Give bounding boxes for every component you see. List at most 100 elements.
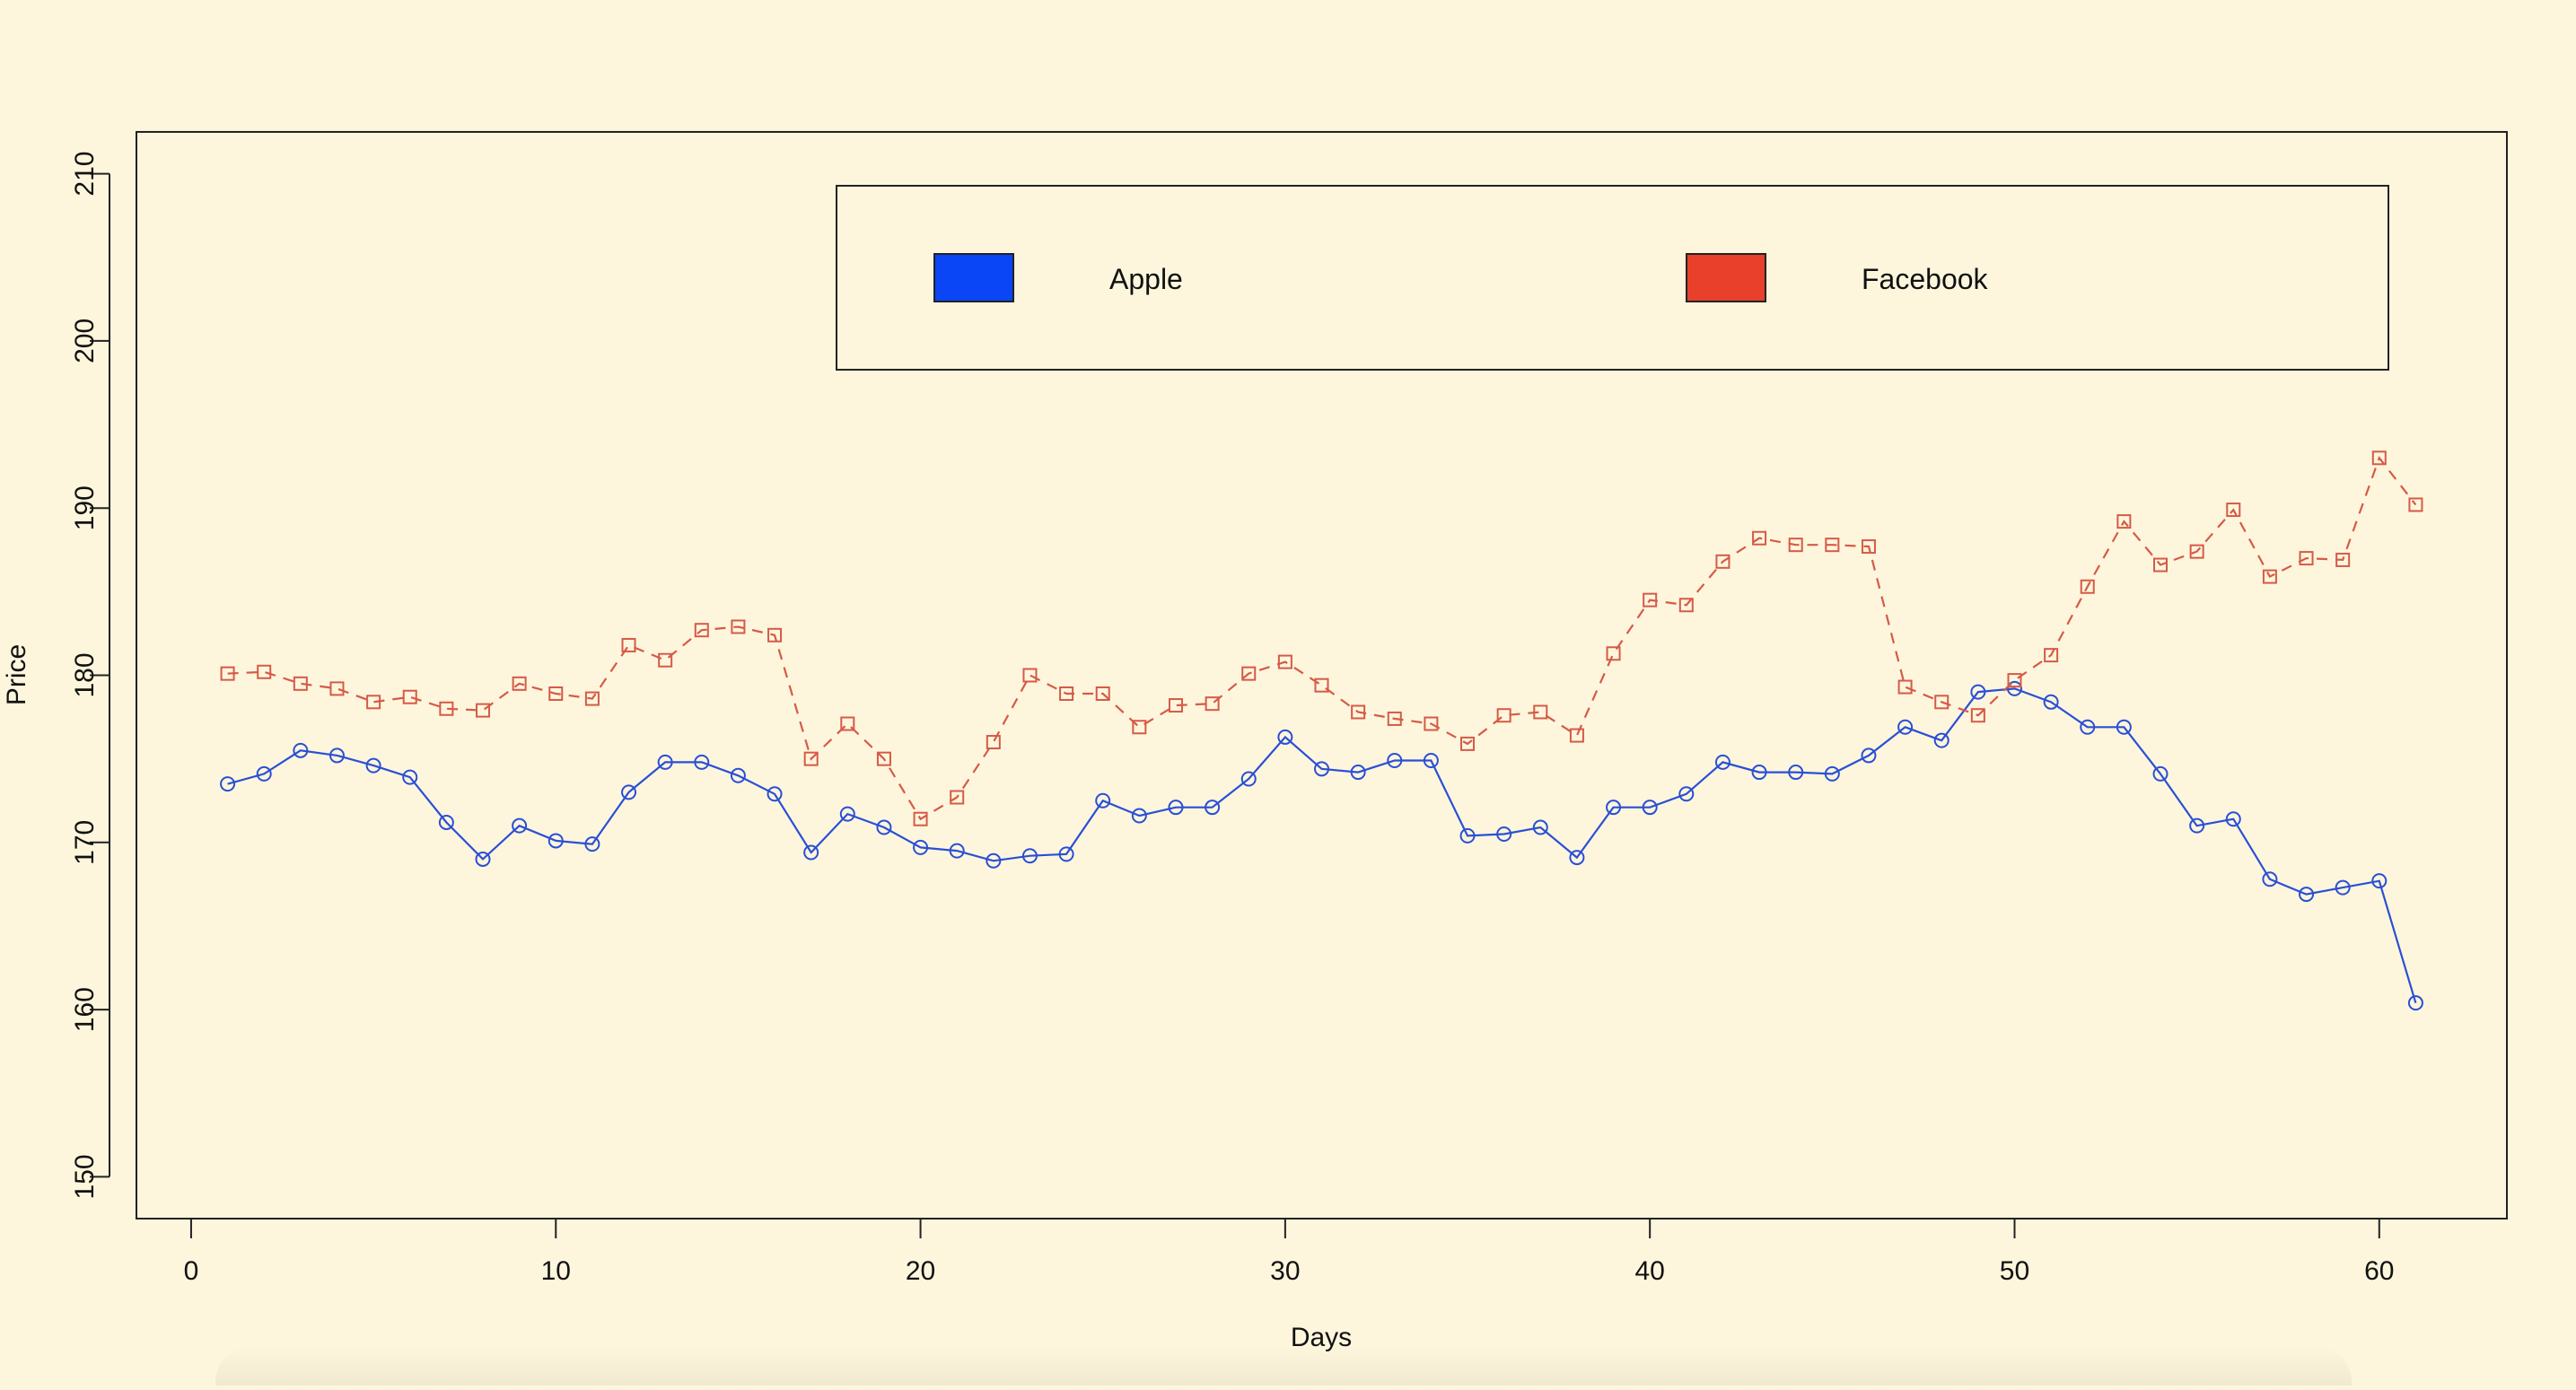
data-point <box>1678 598 1694 613</box>
data-point <box>366 695 381 710</box>
data-point <box>1496 708 1511 723</box>
data-point <box>1387 711 1402 726</box>
data-point <box>1861 539 1876 555</box>
data-point <box>1533 704 1548 720</box>
data-point <box>1788 538 1803 553</box>
data-point <box>2335 552 2351 567</box>
data-point <box>658 652 673 668</box>
data-point <box>1532 819 1548 835</box>
data-point <box>2006 680 2022 696</box>
y-tick-label: 200 <box>70 319 100 363</box>
x-axis-title: Days <box>1291 1323 1352 1352</box>
data-point <box>1934 695 1950 710</box>
data-point <box>329 681 345 696</box>
data-point <box>293 676 308 691</box>
data-point <box>1350 765 1366 781</box>
x-tick-label: 20 <box>906 1256 935 1286</box>
data-point <box>1351 704 1366 720</box>
data-point <box>402 769 418 785</box>
data-point <box>402 689 417 704</box>
data-point <box>2262 871 2278 887</box>
data-point <box>1168 698 1183 713</box>
data-point <box>1714 754 1730 770</box>
data-point <box>293 742 309 758</box>
data-point <box>986 735 1001 750</box>
data-point <box>1897 679 1913 695</box>
data-point <box>1970 684 1986 700</box>
data-point <box>2189 817 2205 834</box>
data-point <box>731 619 746 634</box>
data-point <box>1970 708 1985 723</box>
data-point <box>913 811 928 826</box>
data-point <box>1678 786 1695 802</box>
data-point <box>1459 827 1476 844</box>
data-point <box>730 767 746 783</box>
data-point <box>2299 551 2314 566</box>
data-point <box>1824 765 1840 782</box>
data-point <box>1825 538 1840 553</box>
y-axis-title: Price <box>2 644 31 705</box>
data-point <box>803 844 819 861</box>
data-point <box>512 817 528 834</box>
data-point <box>1205 696 1220 712</box>
data-point <box>2226 503 2241 518</box>
data-point <box>548 833 564 849</box>
data-point <box>1606 800 1622 816</box>
data-point <box>694 623 709 638</box>
legend-swatch-apple <box>933 253 1014 302</box>
series-layer <box>220 450 2423 1011</box>
data-point <box>2080 579 2095 594</box>
data-point <box>2007 673 2022 688</box>
data-point <box>1496 826 1512 842</box>
data-point <box>2043 694 2059 710</box>
data-point <box>1058 846 1074 862</box>
y-tick-label: 170 <box>70 820 100 865</box>
data-point <box>1168 800 1184 816</box>
series-line-apple <box>227 687 2417 1004</box>
data-point <box>1715 554 1730 569</box>
x-tick-label: 50 <box>2000 1256 2029 1286</box>
data-point <box>913 839 929 855</box>
x-axis: 0 10 20 30 40 50 60 <box>184 1218 2394 1286</box>
data-point <box>1277 654 1292 669</box>
series-line-facebook <box>227 456 2417 821</box>
data-point <box>2116 514 2132 529</box>
data-point <box>949 843 965 859</box>
series-apple <box>220 680 2423 1011</box>
data-point <box>2262 569 2277 584</box>
data-point <box>1569 728 1584 743</box>
data-point <box>2408 497 2423 512</box>
data-point <box>621 637 636 652</box>
data-point <box>1059 686 1074 701</box>
x-tick-label: 10 <box>541 1256 571 1286</box>
data-point <box>1751 765 1767 781</box>
data-point <box>839 806 855 822</box>
data-point <box>1569 850 1585 866</box>
data-point <box>1752 530 1767 546</box>
data-point <box>840 716 855 731</box>
data-point <box>2225 811 2241 827</box>
data-point <box>1021 848 1038 864</box>
data-point <box>1642 800 1658 816</box>
data-point <box>220 666 235 681</box>
data-point <box>876 751 891 766</box>
data-point <box>1095 792 1111 809</box>
data-point <box>548 686 564 701</box>
data-point <box>1423 753 1439 769</box>
data-point <box>876 819 892 835</box>
data-point <box>950 790 965 805</box>
data-point <box>986 852 1002 869</box>
data-point <box>475 703 490 718</box>
data-point <box>2116 719 2132 735</box>
data-point <box>1240 771 1257 787</box>
data-point <box>512 676 527 691</box>
data-point <box>2189 544 2204 559</box>
data-point <box>1205 800 1221 816</box>
plot-frame <box>136 131 2508 1220</box>
data-point <box>329 747 345 764</box>
data-point <box>365 757 381 774</box>
data-point <box>257 664 272 679</box>
series-facebook <box>220 450 2423 826</box>
